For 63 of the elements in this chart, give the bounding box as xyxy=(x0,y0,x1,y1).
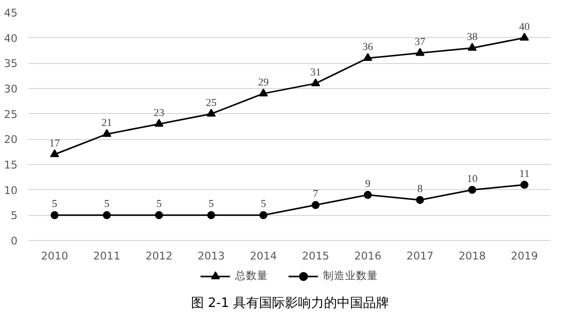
data-label: 38 xyxy=(466,32,478,43)
point xyxy=(102,211,111,220)
data-label: 21 xyxy=(101,118,112,130)
data-label: 5 xyxy=(104,199,110,210)
x-tick-label: 2014 xyxy=(250,250,278,262)
y-tick-label: 15 xyxy=(4,158,18,172)
point xyxy=(468,42,477,51)
point xyxy=(312,201,320,210)
data-label: 5 xyxy=(208,199,214,210)
data-label: 11 xyxy=(519,168,530,180)
data-label: 8 xyxy=(417,184,423,195)
x-tick-label: 2011 xyxy=(93,250,120,262)
legend-label: 制造业数量 xyxy=(323,269,378,283)
data-label: 10 xyxy=(466,174,478,185)
point xyxy=(154,118,164,127)
data-label: 9 xyxy=(365,178,370,190)
data-label: 5 xyxy=(260,199,266,210)
point xyxy=(50,149,60,158)
y-tick-label: 30 xyxy=(4,82,18,96)
data-label: 40 xyxy=(519,22,530,33)
point xyxy=(50,211,59,220)
point xyxy=(364,190,372,199)
y-tick-label: 10 xyxy=(4,184,18,197)
x-tick-label: 2013 xyxy=(198,250,225,262)
y-tick-label: 45 xyxy=(4,6,18,20)
data-label: 29 xyxy=(258,78,269,89)
data-label: 25 xyxy=(206,98,217,109)
point xyxy=(520,180,528,189)
y-tick-label: 25 xyxy=(4,108,18,121)
point xyxy=(258,88,268,96)
data-label: 31 xyxy=(310,67,321,78)
point xyxy=(416,196,424,204)
x-tick-label: 2015 xyxy=(302,250,330,262)
data-label: 17 xyxy=(49,138,61,150)
x-tick-label: 2010 xyxy=(41,250,68,262)
x-tick-label: 2018 xyxy=(458,250,486,262)
point xyxy=(520,32,529,41)
x-tick-label: 2017 xyxy=(406,250,434,262)
point xyxy=(416,48,424,56)
data-label: 36 xyxy=(362,42,374,54)
data-label: 5 xyxy=(52,199,58,210)
text: 图 2-1 具有国际影响力的中国品牌 xyxy=(190,295,390,313)
point xyxy=(259,211,268,220)
x-tick-label: 2016 xyxy=(354,250,382,262)
point xyxy=(206,108,216,117)
point xyxy=(468,186,476,194)
x-tick-label: 2012 xyxy=(145,250,173,262)
data-label: 37 xyxy=(414,37,426,48)
y-tick-label: 5 xyxy=(10,209,18,222)
point xyxy=(363,52,372,61)
point xyxy=(207,211,216,220)
x-tick-label: 2019 xyxy=(510,250,538,262)
point xyxy=(102,128,112,137)
y-tick-label: 0 xyxy=(10,234,18,248)
point xyxy=(311,78,320,86)
point xyxy=(155,211,163,220)
y-tick-label: 35 xyxy=(4,57,18,70)
legend-label: 总数量 xyxy=(235,269,268,283)
data-label: 7 xyxy=(312,189,319,200)
y-tick-label: 20 xyxy=(4,133,18,146)
data-label: 5 xyxy=(156,199,162,210)
y-tick-label: 40 xyxy=(4,32,18,45)
data-label: 23 xyxy=(154,108,164,119)
